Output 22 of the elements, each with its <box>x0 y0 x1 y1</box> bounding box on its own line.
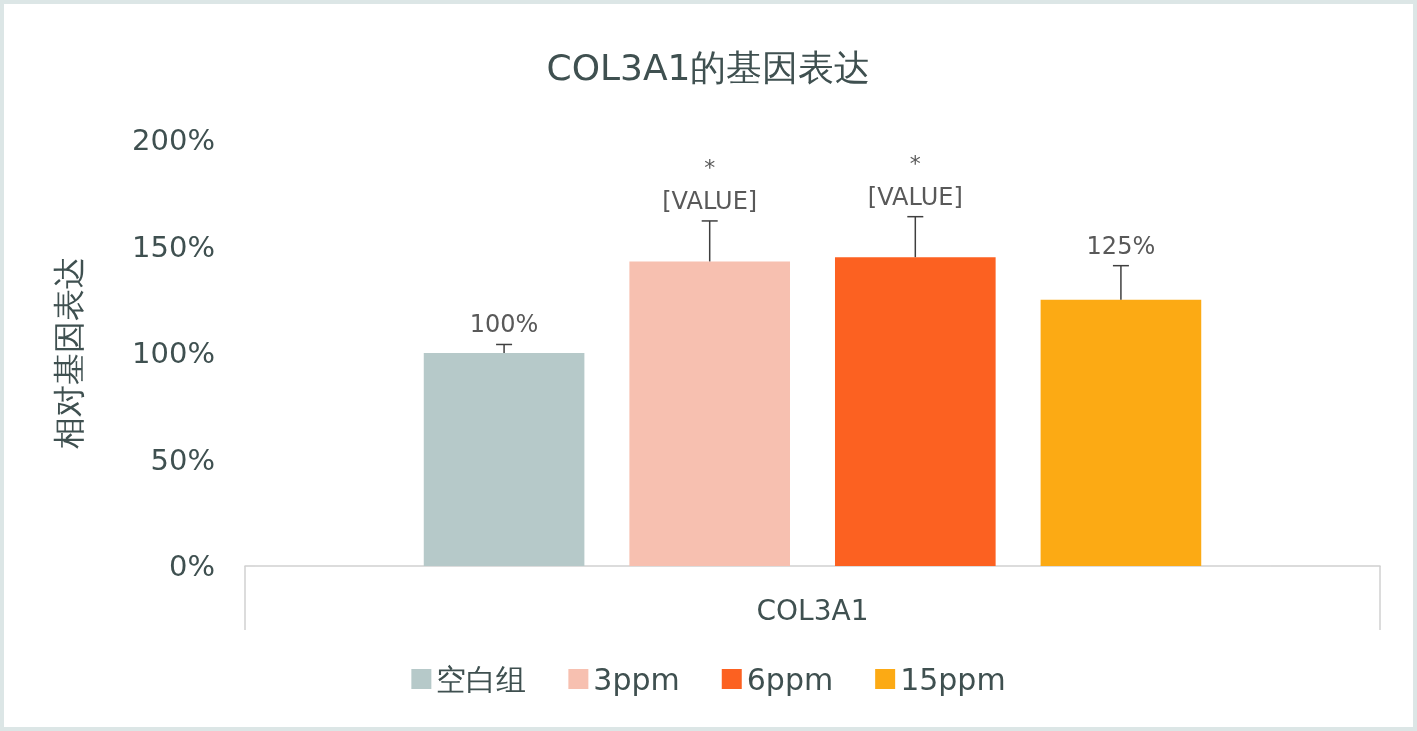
legend-label: 3ppm <box>593 661 680 697</box>
y-tick-label: 50% <box>150 442 215 477</box>
y-tick-label: 0% <box>168 549 215 583</box>
legend-label: 15ppm <box>900 661 1006 697</box>
chart-title: COL3A1的基因表达 <box>546 46 871 88</box>
y-tick-label: 200% <box>132 123 215 157</box>
x-tick-label: COL3A1 <box>756 593 869 627</box>
bar <box>834 257 996 566</box>
data-label: [VALUE] <box>867 182 963 211</box>
data-label: [VALUE] <box>662 186 758 215</box>
y-axis-title: 相对基因表达 <box>50 257 88 449</box>
bar <box>423 353 585 566</box>
data-label: 125% <box>1086 231 1156 260</box>
legend-label: 空白组 <box>436 661 527 697</box>
legend-label: 6ppm <box>746 661 834 697</box>
y-tick-label: 150% <box>132 229 215 264</box>
data-label: 100% <box>469 310 539 339</box>
bar <box>629 261 791 566</box>
bar <box>1040 299 1202 566</box>
annotation: * <box>909 151 921 177</box>
y-tick-label: 100% <box>132 336 215 370</box>
annotation: * <box>704 155 716 181</box>
